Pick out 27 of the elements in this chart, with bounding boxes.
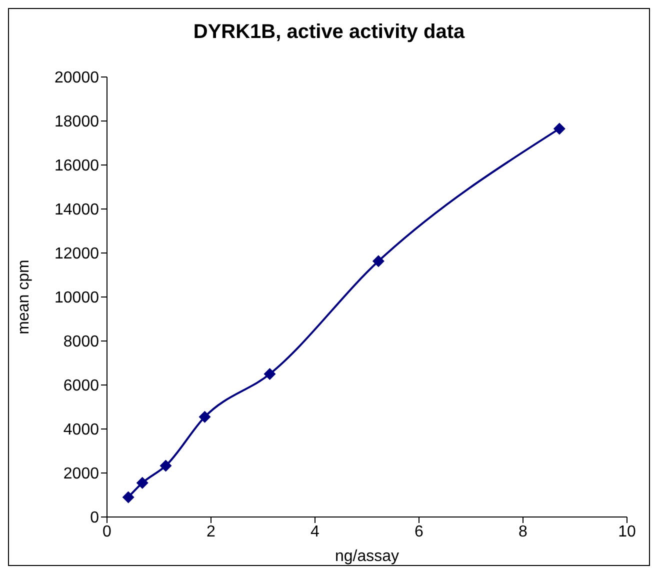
y-tick-label: 12000 [54, 246, 100, 263]
point [372, 255, 384, 268]
y-tick-label: 20000 [54, 70, 100, 87]
point [198, 410, 211, 423]
y-tick-label: 16000 [54, 158, 100, 175]
y-tick-label: 18000 [54, 114, 100, 131]
point [122, 491, 134, 504]
y-tick-label: 14000 [54, 202, 100, 219]
point [264, 368, 276, 380]
x-tick-label: 4 [310, 523, 320, 540]
y-tick-label: 8000 [63, 334, 100, 351]
y-tick-label: 2000 [63, 466, 100, 483]
y-tick-label: 4000 [63, 422, 100, 439]
x-tick-label: 10 [618, 523, 636, 540]
x-axis-title: ng/assay [334, 548, 400, 565]
point [553, 122, 566, 135]
y-tick-label: 0 [90, 510, 100, 527]
chart-title: DYRK1B, active activity data [192, 21, 466, 44]
point [136, 476, 148, 489]
x-tick-label: 0 [102, 523, 112, 540]
point [160, 460, 172, 472]
x-tick-label: 6 [414, 523, 424, 540]
y-axis-title: mean cpm [16, 260, 33, 334]
y-tick-label: 10000 [54, 290, 100, 307]
x-tick-label: 2 [206, 523, 216, 540]
x-tick-label: 8 [518, 523, 528, 540]
y-tick-label: 6000 [63, 378, 100, 395]
